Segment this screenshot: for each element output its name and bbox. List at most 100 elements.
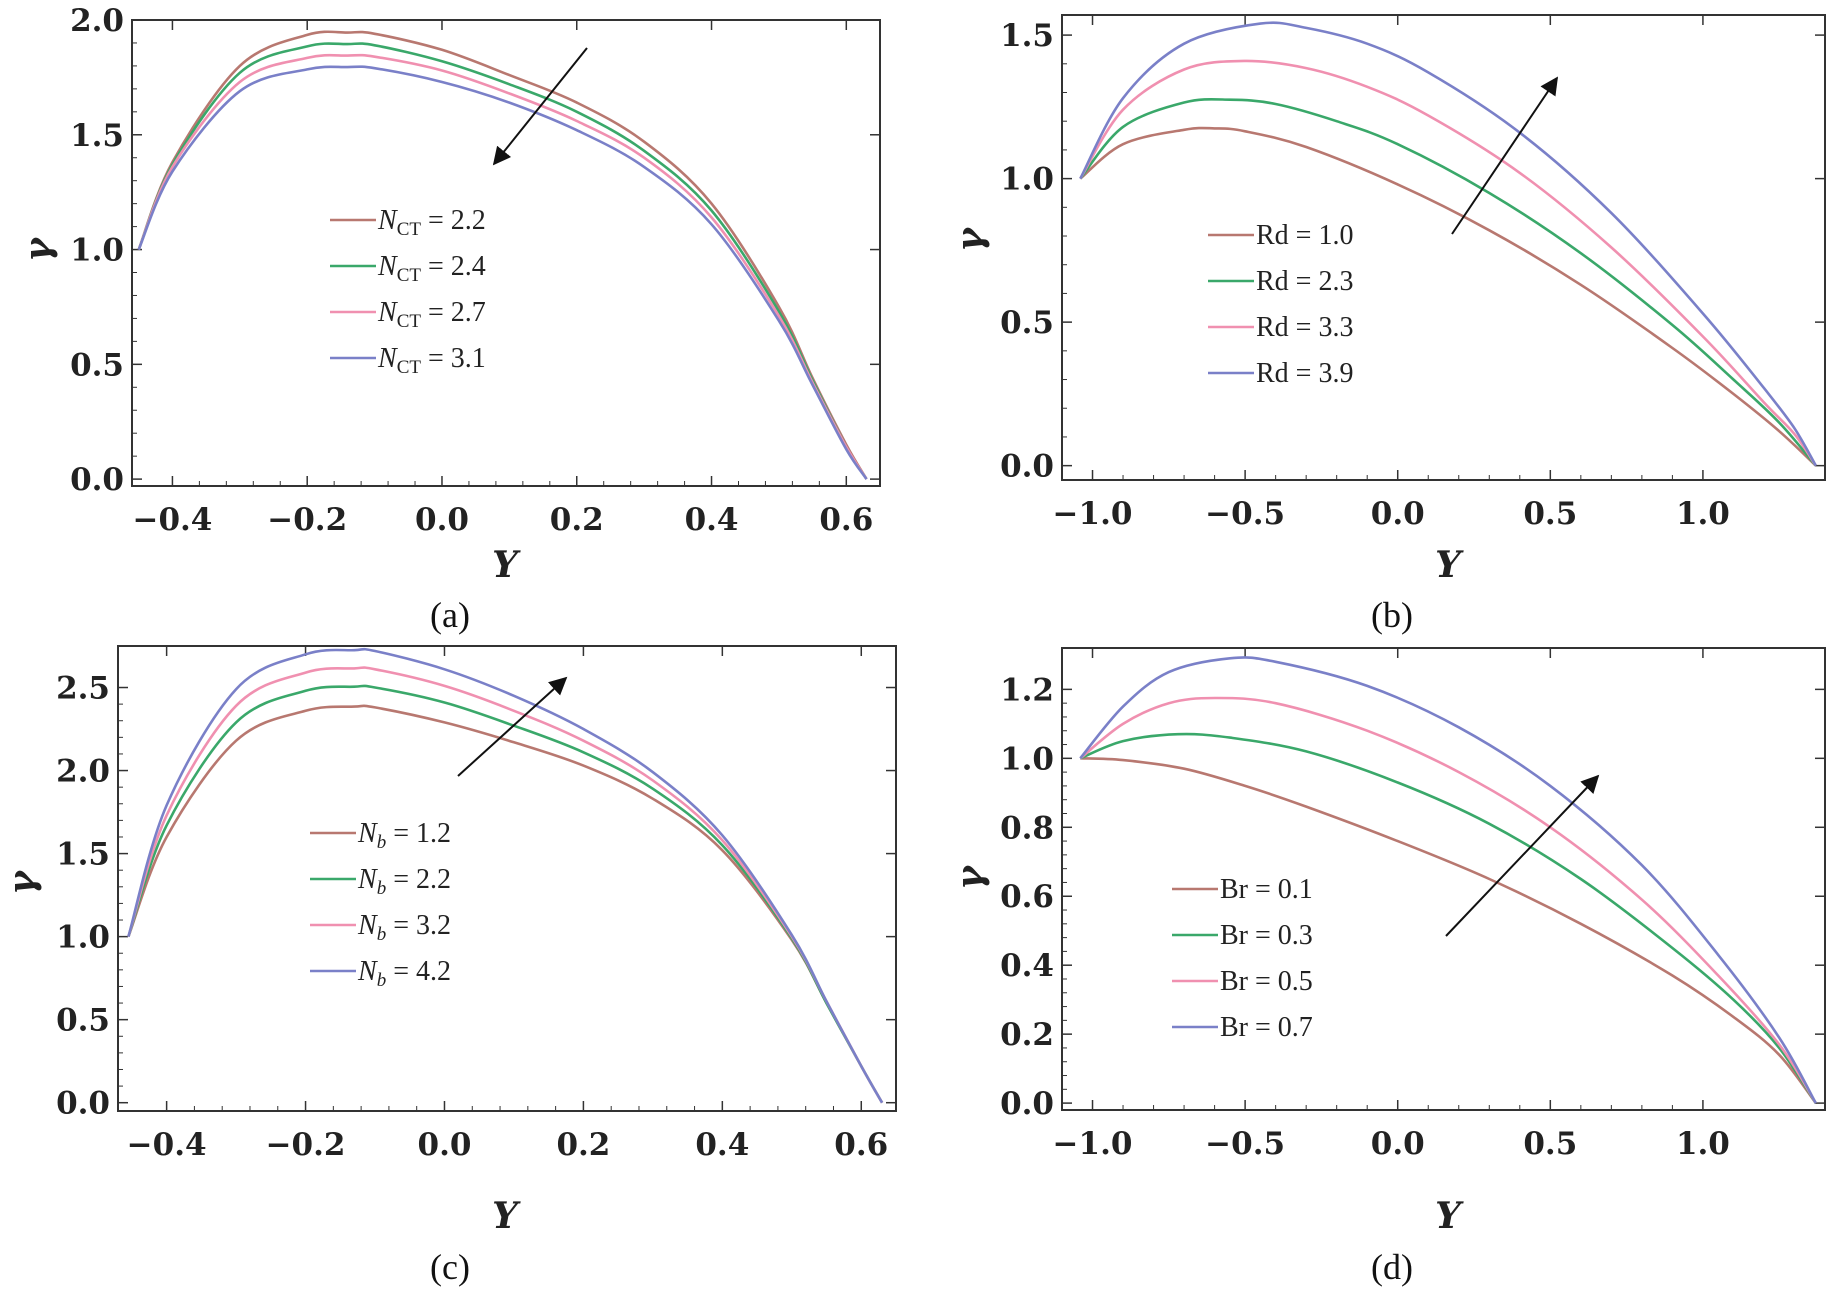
legend: Br = 0.1 Br = 0.3 Br = 0.5 Br = 0.7 (1172, 874, 1313, 1043)
series-line-2 (1079, 732, 1817, 1104)
y-tick-label: 0.8 (1000, 810, 1054, 846)
y-axis: 0.0 0.5 1.0 1.5 (1000, 18, 1825, 485)
x-tick-label: 0.6 (834, 1127, 888, 1163)
panel-caption: (b) (1371, 595, 1413, 635)
series-line-4 (1079, 656, 1817, 1104)
panel-caption: (d) (1371, 1247, 1413, 1287)
series-line-4 (1079, 21, 1817, 467)
legend-label: NCT = 2.2 (377, 205, 486, 240)
y-tick-label: 0.6 (1000, 879, 1054, 915)
x-axis: −0.4 −0.2 0.0 0.2 0.4 0.6 (127, 646, 888, 1163)
y-axis-label: γ (949, 864, 991, 890)
series-line-3 (137, 53, 868, 480)
legend-label: NCT = 2.7 (377, 297, 486, 332)
x-axis-label: Y (1435, 544, 1464, 586)
y-tick-label: 0.2 (1000, 1017, 1054, 1053)
x-tick-label: 0.2 (556, 1127, 610, 1163)
y-tick-label: 0.5 (1000, 305, 1054, 341)
trend-arrow (1451, 76, 1559, 235)
x-tick-label: 0.5 (1523, 496, 1577, 532)
x-axis-label: Y (1435, 1195, 1464, 1237)
x-axis: −0.4 −0.2 0.0 0.2 0.4 0.6 (132, 20, 873, 538)
trend-arrow (492, 47, 588, 166)
y-axis-label: γ (17, 236, 59, 262)
x-axis-label: Y (492, 544, 521, 586)
series-line-4 (137, 65, 868, 480)
series-curves (1079, 656, 1817, 1104)
y-tick-label: 2.0 (70, 3, 124, 39)
x-tick-label: 1.0 (1676, 1126, 1730, 1162)
y-tick-label: 1.5 (70, 118, 124, 154)
y-tick-label: 0.0 (70, 462, 124, 498)
trend-arrow (1445, 774, 1600, 937)
series-line-4 (127, 647, 884, 1104)
x-tick-label: −1.0 (1053, 1126, 1133, 1162)
series-line-1 (137, 30, 868, 480)
chart-panel-d: −1.0 −0.5 0.0 0.5 1.0 0.0 0.2 0.4 0.6 0.8 1.0 1.2 Br… (949, 647, 1826, 1287)
y-tick-label: 1.0 (1000, 162, 1054, 198)
y-axis-label: γ (949, 226, 991, 252)
x-tick-label: 0.0 (1371, 1126, 1425, 1162)
y-axis: 0.0 0.5 1.0 1.5 2.0 2.5 (56, 671, 896, 1122)
x-tick-label: 0.4 (695, 1127, 749, 1163)
x-tick-label: 1.0 (1676, 496, 1730, 532)
legend-label: Rd = 2.3 (1256, 266, 1353, 297)
plot-frame (1061, 14, 1826, 481)
y-tick-label: 1.0 (56, 920, 110, 956)
x-axis: −1.0 −0.5 0.0 0.5 1.0 (1053, 15, 1730, 532)
legend-label: Br = 0.7 (1220, 1012, 1313, 1043)
y-tick-label: 0.5 (70, 347, 124, 383)
x-axis: −1.0 −0.5 0.0 0.5 1.0 (1053, 648, 1730, 1162)
legend-label: Rd = 3.9 (1256, 358, 1353, 389)
series-line-3 (1079, 59, 1817, 467)
y-tick-label: 2.5 (56, 671, 110, 707)
plot-frame (117, 645, 897, 1112)
chart-panel-a: −0.4 −0.2 0.0 0.2 0.4 0.6 0.0 0.5 1.0 1.5 2.0 NCT =… (17, 3, 881, 635)
y-tick-label: 0.5 (56, 1003, 110, 1039)
y-tick-label: 1.5 (56, 837, 110, 873)
y-tick-label: 0.0 (1000, 449, 1054, 485)
series-curves (127, 647, 884, 1104)
legend: Rd = 1.0 Rd = 2.3 Rd = 3.3 Rd = 3.9 (1208, 220, 1353, 389)
y-tick-label: 0.0 (56, 1086, 110, 1122)
legend-label: Br = 0.1 (1220, 874, 1313, 905)
x-tick-label: −0.2 (266, 1127, 346, 1163)
series-line-3 (1079, 696, 1817, 1104)
legend-label: Nb = 1.2 (357, 818, 451, 853)
panel-caption: (a) (430, 595, 470, 635)
x-tick-label: −0.5 (1205, 496, 1285, 532)
legend-label: NCT = 3.1 (377, 343, 486, 378)
legend-label: Br = 0.3 (1220, 920, 1313, 951)
y-tick-label: 0.0 (1000, 1086, 1054, 1122)
y-tick-label: 1.2 (1000, 672, 1054, 708)
chart-panel-c: −0.4 −0.2 0.0 0.2 0.4 0.6 0.0 0.5 1.0 1.5 2.0 2.5 Nb… (1, 645, 897, 1287)
x-axis-label: Y (492, 1195, 521, 1237)
legend-label: Rd = 3.3 (1256, 312, 1353, 343)
y-axis: 0.0 0.2 0.4 0.6 0.8 1.0 1.2 (1000, 672, 1825, 1122)
series-line-2 (1079, 97, 1817, 467)
plot-frame (1061, 647, 1826, 1111)
x-tick-label: 0.6 (819, 502, 873, 538)
legend-label: Rd = 1.0 (1256, 220, 1353, 251)
series-line-1 (1080, 757, 1817, 1104)
y-tick-label: 1.0 (1000, 741, 1054, 777)
y-tick-label: 1.5 (1000, 18, 1054, 54)
trend-arrow (457, 676, 568, 777)
x-tick-label: −0.5 (1205, 1126, 1285, 1162)
x-tick-label: −0.4 (132, 502, 212, 538)
x-tick-label: 0.2 (550, 502, 604, 538)
legend-label: Nb = 3.2 (357, 910, 451, 945)
legend-label: NCT = 2.4 (377, 251, 486, 286)
plot-frame (131, 19, 881, 487)
legend-label: Br = 0.5 (1220, 966, 1313, 997)
x-tick-label: 0.0 (415, 502, 469, 538)
series-line-1 (1079, 126, 1817, 467)
series-line-2 (137, 42, 868, 480)
y-tick-label: 1.0 (70, 233, 124, 269)
x-tick-label: 0.0 (418, 1127, 472, 1163)
x-tick-label: 0.4 (685, 502, 739, 538)
x-tick-label: −0.4 (127, 1127, 207, 1163)
series-line-2 (127, 684, 884, 1104)
y-axis: 0.0 0.5 1.0 1.5 2.0 (70, 3, 880, 498)
x-tick-label: −0.2 (267, 502, 347, 538)
